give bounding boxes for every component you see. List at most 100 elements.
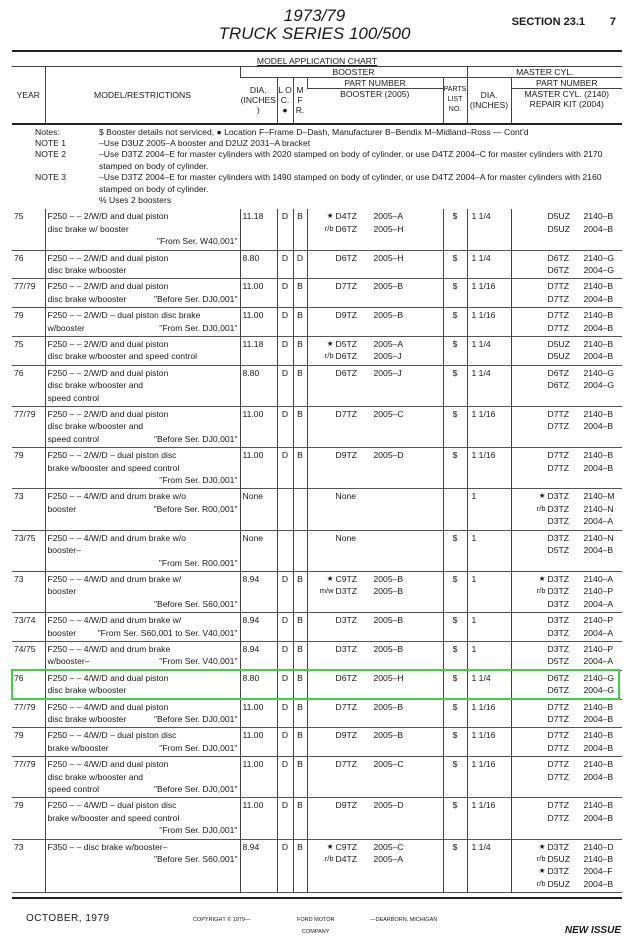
part-code: D9TZ [335, 310, 357, 321]
model-text: disc brake w/booster and speed control [47, 351, 198, 362]
serial-restriction: "From Ser. DJ0,001" [159, 825, 238, 836]
part-code: D3TZ [547, 503, 569, 514]
title-years: 1973/79 [283, 6, 346, 25]
parts-list-cell: $ [442, 447, 467, 489]
booster-part-cell: D3TZ 2005–B [306, 612, 443, 642]
part-code: D5TZ [335, 339, 357, 349]
footer-company-2: COMPANY [302, 929, 330, 936]
booster-part-cell: D6TZ 2005–H [306, 250, 443, 279]
part-prefix [514, 771, 546, 783]
booster-part-cell: D3TZ 2005–B [306, 641, 443, 671]
part-prefix [514, 293, 546, 305]
serial-restriction: "From Ser. W40,001" [156, 236, 238, 247]
model-cell: F250 – – 4/W/D and dual piston disc brake… [44, 670, 240, 700]
mc-dia-cell: 1 1/4 [466, 250, 511, 279]
part-prefix [514, 799, 546, 811]
dia-cell: 11.00 [239, 797, 277, 840]
serial-restriction: "From Ser. V40,001" [159, 656, 238, 667]
part-suffix: 2140–P [583, 586, 614, 597]
part-prefix [310, 614, 334, 626]
part-suffix: 2004–B [583, 421, 614, 432]
booster-part-cell: D9TZ 2005–B [306, 307, 443, 337]
model-text: w/booster– [47, 656, 90, 667]
mfr-cell: B [292, 365, 307, 407]
part-suffix: 2140–G [583, 672, 615, 683]
footer-rule [12, 897, 622, 900]
model-text: booster [47, 627, 77, 638]
part-code: D3TZ [547, 627, 569, 638]
booster-part-cell: D9TZ 2005–D [306, 447, 443, 489]
mfr-cell: B [292, 727, 307, 757]
part-suffix: 2004–B [583, 878, 614, 889]
table-row: 75 F250 – – 2/W/D and dual piston disc br… [12, 209, 622, 251]
parts-list-cell [442, 488, 467, 531]
part-suffix: 2004–A [583, 516, 614, 527]
part-code: D6TZ [335, 367, 357, 378]
note-label [35, 195, 99, 206]
mc-part-cell: D7TZ 2140–B D7TZ 2004–B [510, 797, 622, 840]
model-text: booster [47, 503, 77, 514]
part-code: D7TZ [547, 713, 569, 724]
part-prefix [514, 280, 546, 292]
model-cell: F250 – – 4/W/D and drum brake w/o booster… [44, 488, 240, 531]
model-text: F250 – – 4/W/D and drum brake w/o [47, 491, 187, 502]
year-cell: 79 [14, 730, 24, 741]
part-code: D7TZ [547, 812, 569, 823]
part-code: D7TZ [335, 281, 357, 292]
part-code: D7TZ [547, 310, 569, 321]
model-text: F250 – – 2/W/D and dual piston [47, 367, 169, 378]
mc-part-cell: D6TZ 2140–G D6TZ 2004–G [510, 250, 622, 279]
part-suffix: 2140–B [583, 450, 614, 461]
part-code: None [335, 491, 357, 502]
dia-cell: 11.00 [239, 756, 277, 798]
part-code: D3TZ [547, 643, 569, 654]
table-row: 74/75 F250 – – 4/W/D and drum brake w/boo… [12, 641, 622, 671]
mc-dia-cell: 1 1/4 [466, 336, 511, 366]
note-label: Notes: [35, 126, 60, 137]
mc-dia-cell: 1 [466, 488, 511, 531]
mfr-cell: B [292, 307, 307, 337]
part-suffix: 2140–B [583, 759, 614, 770]
note-text: –Use D3TZ 2004–E for master cylinders wi… [99, 172, 602, 194]
part-prefix [514, 812, 546, 824]
part-prefix [310, 532, 334, 544]
mc-dia-cell: 1 1/4 [466, 209, 511, 251]
part-code: D3TZ [547, 491, 569, 502]
year-cell: 79 [14, 800, 24, 811]
part-prefix: r/b [536, 854, 546, 864]
part-prefix: r/b [324, 854, 334, 864]
part-prefix: ★ [538, 841, 546, 851]
header-rule [12, 122, 622, 125]
serial-restriction: "Before Ser. R00,001" [153, 503, 238, 514]
part-suffix: 2140–B [583, 854, 614, 865]
part-prefix: ★ [538, 491, 546, 501]
part-suffix: 2004–F [583, 866, 613, 877]
model-text: disc brake w/booster [47, 264, 127, 275]
mc-part-cell: D5UZ 2140–B D5UZ 2004–B [510, 336, 622, 366]
mc-dia-cell: 1 1/4 [466, 670, 511, 700]
mc-part-cell: D7TZ 2140–B D7TZ 2004–B [510, 756, 622, 798]
part-code: D6TZ [335, 252, 357, 263]
dia-cell: 11.00 [239, 406, 277, 448]
part-prefix [514, 515, 546, 527]
loc-cell: D [276, 670, 293, 700]
model-text: disc brake w/booster [47, 685, 127, 696]
mfr-cell: B [292, 447, 307, 489]
part-prefix: ★ [326, 211, 334, 221]
year-cell: 73/74 [14, 615, 36, 626]
model-text: disc brake w/booster and [47, 380, 144, 391]
part-prefix [514, 408, 546, 420]
booster-part-cell: D9TZ 2005–B [306, 727, 443, 757]
part-prefix [514, 713, 546, 725]
serial-restriction: "From Ser. DJ0,001" [159, 322, 238, 333]
mc-part-cell: D7TZ 2140–B D7TZ 2004–B [510, 727, 622, 757]
mfr-cell [292, 530, 307, 572]
year-cell: 77/79 [14, 281, 36, 292]
part-code: D3TZ [335, 643, 357, 654]
part-code: D3TZ [547, 573, 569, 584]
parts-list-cell: $ [442, 250, 467, 279]
part-prefix [514, 462, 546, 474]
parts-list-cell: $ [442, 756, 467, 798]
part-prefix [310, 799, 334, 811]
part-suffix: 2005–B [373, 586, 404, 597]
